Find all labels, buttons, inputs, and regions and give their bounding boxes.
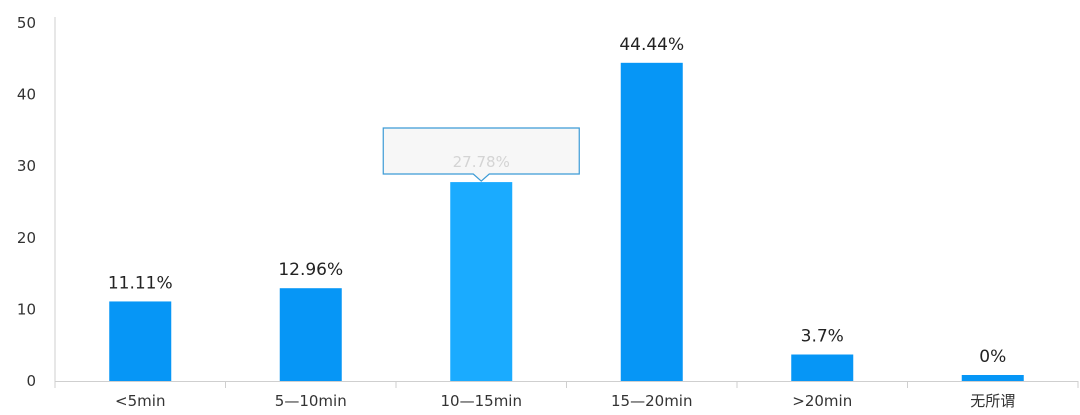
data-label: 12.96% bbox=[278, 260, 343, 280]
y-tick-label: 0 bbox=[26, 372, 36, 390]
data-label: 0% bbox=[979, 347, 1006, 367]
y-axis: 0 10 20 30 40 50 bbox=[17, 14, 56, 390]
x-tick-label: 5—10min bbox=[275, 392, 347, 410]
x-tick-label: 15—20min bbox=[611, 392, 692, 410]
y-tick-label: 30 bbox=[17, 157, 36, 175]
bar[interactable] bbox=[961, 375, 1024, 381]
tooltip-text: 27.78% bbox=[453, 153, 510, 171]
bar[interactable] bbox=[109, 301, 172, 381]
y-tick-label: 50 bbox=[17, 14, 36, 32]
data-labels: 11.11% 12.96% 44.44% 3.7% 0% bbox=[108, 35, 1006, 367]
bars bbox=[109, 62, 1024, 381]
x-tick-label: 无所谓 bbox=[970, 392, 1015, 410]
x-tick-label: 10—15min bbox=[441, 392, 522, 410]
bar[interactable] bbox=[791, 354, 854, 381]
x-axis: <5min 5—10min 10—15min 15—20min >20min 无所谓 bbox=[54, 381, 1079, 410]
data-label: 44.44% bbox=[619, 35, 684, 55]
y-tick-label: 20 bbox=[17, 229, 36, 247]
bar[interactable] bbox=[279, 288, 342, 381]
x-tick-label: <5min bbox=[115, 392, 165, 410]
tooltip: 27.78% bbox=[382, 127, 580, 182]
bar[interactable] bbox=[620, 62, 683, 381]
data-label: 3.7% bbox=[801, 327, 844, 347]
data-label: 11.11% bbox=[108, 273, 173, 293]
y-tick-label: 10 bbox=[17, 300, 36, 318]
bar[interactable] bbox=[450, 182, 513, 381]
tooltip-box bbox=[382, 127, 580, 182]
x-tick-label: >20min bbox=[792, 392, 852, 410]
y-tick-label: 40 bbox=[17, 86, 36, 104]
